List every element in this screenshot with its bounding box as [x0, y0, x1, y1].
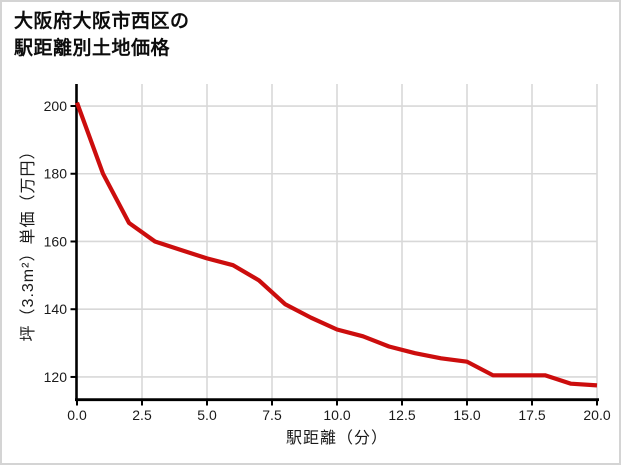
x-tick-label-10: 10.0	[323, 407, 350, 423]
x-tick-label-17.5: 17.5	[518, 407, 545, 423]
x-tick-label-5: 5.0	[197, 407, 217, 423]
y-tick-label-200: 200	[44, 98, 68, 114]
x-axis-label: 駅距離（分）	[285, 430, 388, 447]
x-tick-label-2.5: 2.5	[132, 407, 152, 423]
x-tick-label-12.5: 12.5	[388, 407, 415, 423]
y-tick-label-140: 140	[44, 301, 68, 317]
chart-title-line1: 大阪府大阪市西区の	[14, 11, 190, 32]
x-tick-label-0: 0.0	[67, 407, 87, 423]
y-tick-label-180: 180	[44, 166, 68, 182]
x-tick-label-15: 15.0	[453, 407, 480, 423]
y-axis-label: 坪（3.3m²）単価（万円）	[20, 142, 37, 342]
x-tick-label-7.5: 7.5	[262, 407, 282, 423]
y-tick-label-160: 160	[44, 233, 68, 249]
chart-title-line2: 駅距離別土地価格	[14, 38, 171, 59]
price-line	[75, 101, 598, 388]
x-tick-label-20: 20.0	[583, 407, 610, 423]
chart-title: 大阪府大阪市西区の 駅距離別土地価格	[14, 8, 190, 62]
y-tick-label-120: 120	[44, 369, 68, 385]
